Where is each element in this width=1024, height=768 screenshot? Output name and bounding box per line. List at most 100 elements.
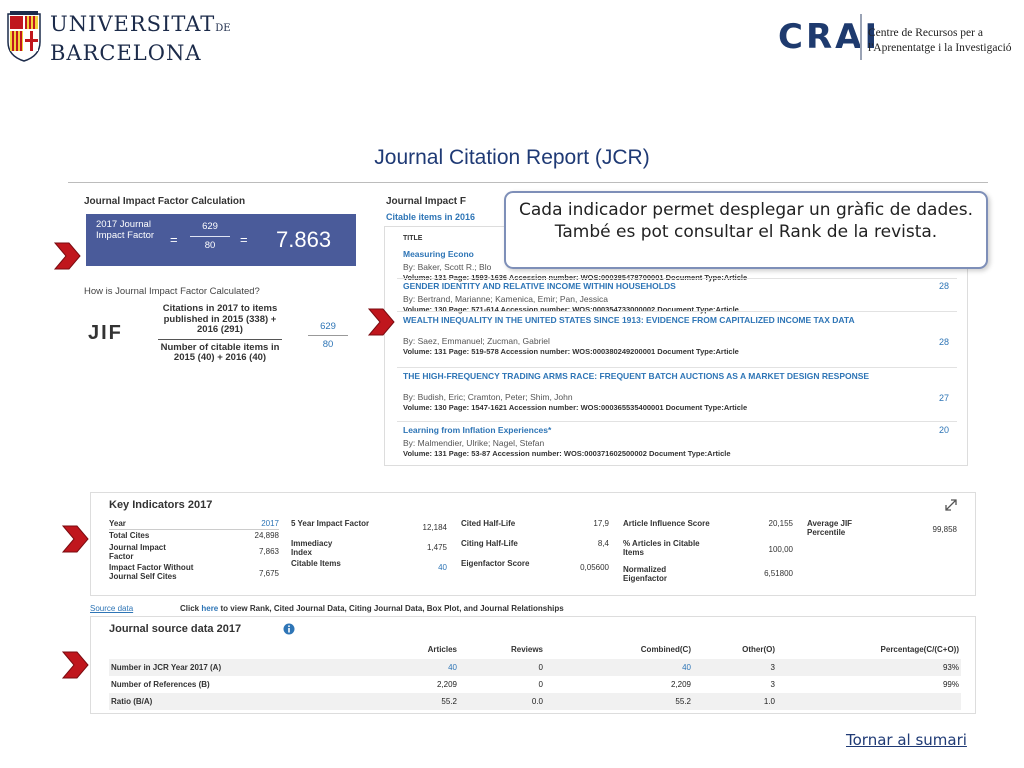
article-citation-count[interactable]: 27	[938, 393, 949, 403]
list-item: 27 THE HIGH-FREQUENCY TRADING ARMS RACE:…	[403, 371, 963, 413]
citable-items-list[interactable]: TITLE Measuring Econo By: Baker, Scott R…	[384, 226, 968, 466]
journal-source-title: Journal source data 2017	[109, 623, 242, 635]
article-meta: Volume: 131 Page: 53-87 Accession number…	[403, 449, 731, 458]
mini-denominator[interactable]: 80	[322, 339, 334, 350]
source-data-hint: Click here to view Rank, Cited Journal D…	[180, 604, 564, 613]
indicator-citable-items[interactable]: Citable Items 40	[291, 559, 447, 572]
source-data-link[interactable]: Source data	[90, 604, 134, 613]
key-indicators-panel: Key Indicators 2017 Year 2017 Total Cite…	[90, 492, 976, 596]
crai-name-line2: l'Aprenentatge i la Investigació	[868, 42, 1012, 54]
callout-note: Cada indicador permet desplegar un gràfi…	[504, 191, 988, 269]
indicator-normalized-eigenfactor[interactable]: Normalized Eigenfactor 6,51800	[623, 565, 793, 583]
column-header: Articles	[427, 645, 457, 654]
article-meta: Volume: 130 Page: 1547-1621 Accession nu…	[403, 403, 748, 412]
indicator-citing-half-life[interactable]: Citing Half-Life 8,4	[461, 539, 609, 548]
equals-sign: =	[170, 232, 178, 247]
row-divider	[397, 367, 957, 368]
indicator-article-influence[interactable]: Article Influence Score 20,155	[623, 519, 793, 528]
jif-numerator: 629	[202, 221, 218, 232]
indicator-total-cites[interactable]: Total Cites 24,898	[109, 531, 279, 540]
formula-numerator: Citations in 2017 to items published in …	[162, 303, 278, 335]
formula-denominator: Number of citable items in 2015 (40) + 2…	[160, 341, 280, 363]
journal-source-data-panel: Journal source data 2017 Articles Review…	[90, 616, 976, 714]
here-link[interactable]: here	[201, 604, 219, 613]
citable-heading: Journal Impact F	[386, 196, 467, 207]
university-name-line2: BARCELONA	[50, 41, 202, 65]
calc-heading: Journal Impact Factor Calculation	[84, 196, 246, 207]
jif-label: JIF	[88, 322, 123, 344]
article-citation-count[interactable]: 28	[938, 337, 949, 347]
expand-icon[interactable]	[945, 499, 957, 511]
list-item: 20 Learning from Inflation Experiences* …	[403, 425, 963, 459]
title-column-header: TITLE	[403, 235, 423, 242]
row-divider	[397, 311, 957, 312]
indicator-journal-impact-factor[interactable]: Journal Impact Factor 7,863	[109, 543, 279, 561]
red-arrow-icon	[61, 525, 89, 553]
crai-name-line1: Centre de Recursos per a	[868, 27, 983, 39]
crai-logo[interactable]: CRAI Centre de Recursos per a l'Aprenent…	[778, 14, 1024, 64]
crai-divider	[860, 14, 862, 60]
article-authors: By: Malmendier, Ulrike; Nagel, Stefan	[403, 438, 545, 448]
title-divider	[68, 182, 988, 183]
list-item: 28 GENDER IDENTITY AND RELATIVE INCOME W…	[403, 281, 963, 315]
jif-calculation-panel: Journal Impact Factor Calculation 2017 J…	[72, 186, 368, 466]
red-arrow-icon	[61, 651, 89, 679]
table-row: Number in JCR Year 2017 (A) 40 0 40 3 93…	[109, 659, 961, 676]
info-icon[interactable]	[283, 623, 295, 635]
article-meta: Volume: 131 Page: 519-578 Accession numb…	[403, 347, 739, 356]
jif-formula: Citations in 2017 to items published in …	[158, 303, 282, 364]
ub-logo[interactable]: UNIVERSITATDE BARCELONA	[6, 10, 231, 66]
article-meta: Volume: 130 Page: 571-614 Accession numb…	[403, 305, 739, 314]
red-arrow-icon	[367, 308, 395, 336]
equals-sign: =	[240, 232, 248, 247]
article-title[interactable]: Measuring Econo	[403, 249, 474, 259]
page-title: Journal Citation Report (JCR)	[374, 146, 650, 169]
jif-value: 7.863	[276, 227, 332, 252]
ub-shield-icon	[7, 11, 41, 62]
back-to-summary-link[interactable]: Tornar al sumari	[846, 731, 967, 749]
crai-mark: CRAI	[778, 17, 881, 57]
jif-denominator: 80	[204, 240, 216, 251]
row-divider	[397, 278, 957, 279]
article-authors: By: Budish, Eric; Cramton, Peter; Shim, …	[403, 392, 573, 402]
article-title[interactable]: Learning from Inflation Experiences*	[403, 425, 552, 435]
jif-mini-fraction[interactable]: 629 80	[308, 320, 348, 351]
red-arrow-icon	[53, 242, 81, 270]
article-citation-count[interactable]: 28	[938, 281, 949, 291]
column-header: Reviews	[510, 645, 543, 654]
indicator-eigenfactor-score[interactable]: Eigenfactor Score 0,05600	[461, 559, 609, 572]
indicator-cited-half-life[interactable]: Cited Half-Life 17,9	[461, 519, 609, 528]
indicator-if-without-self-cites[interactable]: Impact Factor Without Journal Self Cites…	[109, 563, 279, 581]
university-name-line1: UNIVERSITAT	[50, 12, 216, 36]
jif-box-label: 2017 Journal Impact Factor	[96, 219, 155, 241]
article-title[interactable]: WEALTH INEQUALITY IN THE UNITED STATES S…	[403, 315, 855, 325]
mini-numerator[interactable]: 629	[320, 321, 336, 332]
indicator-percent-articles[interactable]: % Articles in Citable Items 100,00	[623, 539, 793, 557]
column-header: Percentage(C/(C+O))	[880, 645, 959, 654]
column-header: Other(O)	[742, 645, 775, 654]
article-title[interactable]: THE HIGH-FREQUENCY TRADING ARMS RACE: FR…	[403, 371, 870, 381]
article-authors: By: Saez, Emmanuel; Zucman, Gabriel	[403, 336, 550, 346]
article-citation-count[interactable]: 20	[938, 425, 949, 435]
university-name-suffix: DE	[215, 23, 231, 34]
calc-question: How is Journal Impact Factor Calculated?	[84, 286, 260, 297]
article-authors: By: Baker, Scott R.; Blo	[403, 262, 492, 272]
indicator-immediacy-index[interactable]: Immediacy Index 1,475	[291, 539, 447, 557]
callout-text: Cada indicador permet desplegar un gràfi…	[519, 200, 973, 242]
indicator-average-jif-percentile[interactable]: Average JIF Percentile 99,858	[807, 519, 957, 537]
indicator-5-year-if[interactable]: 5 Year Impact Factor 12,184	[291, 519, 447, 532]
article-title[interactable]: GENDER IDENTITY AND RELATIVE INCOME WITH…	[403, 281, 676, 291]
article-authors: By: Bertrand, Marianne; Kamenica, Emir; …	[403, 294, 609, 304]
table-row: Number of References (B) 2,209 0 2,209 3…	[111, 680, 959, 689]
citable-subheading[interactable]: Citable items in 2016	[386, 212, 476, 222]
column-header: Combined(C)	[640, 645, 691, 654]
jif-fraction: 629 80	[190, 220, 230, 253]
row-divider	[397, 421, 957, 422]
jif-summary-box: 2017 Journal Impact Factor = 629 80 = 7.…	[86, 214, 356, 266]
table-row: Ratio (B/A) 55.2 0.0 55.2 1.0	[109, 693, 961, 710]
list-item: 28 WEALTH INEQUALITY IN THE UNITED STATE…	[403, 315, 963, 357]
key-indicators-title: Key Indicators 2017	[109, 499, 213, 511]
list-item: Measuring Econo By: Baker, Scott R.; Blo…	[403, 249, 963, 283]
article-meta: Volume: 131 Page: 1593-1636 Accession nu…	[403, 273, 963, 283]
indicator-year: Year 2017	[109, 519, 279, 530]
